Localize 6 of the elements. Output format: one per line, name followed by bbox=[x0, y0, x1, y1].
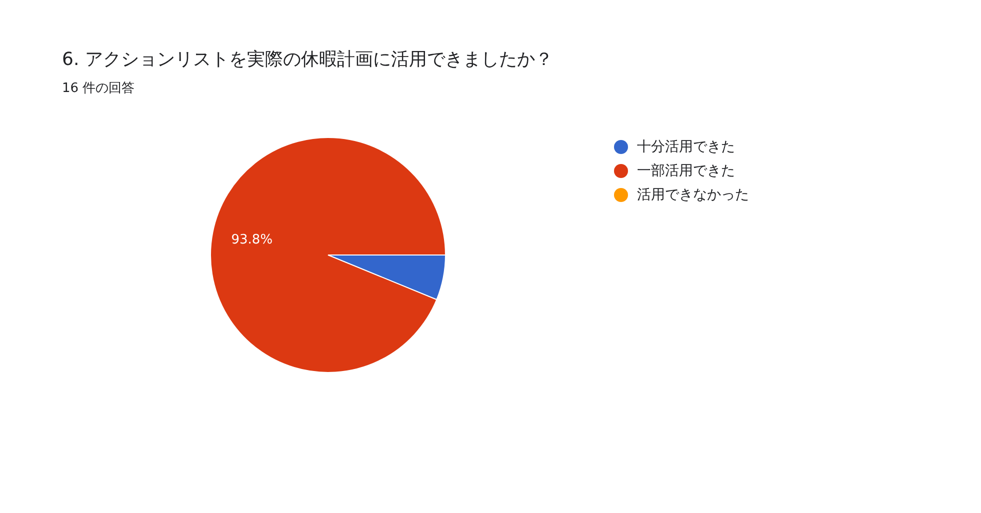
legend-label: 活用できなかった bbox=[637, 186, 749, 204]
chart-title: 6. アクションリストを実際の休暇計画に活用できましたか？ bbox=[62, 48, 553, 71]
legend-label: 一部活用できた bbox=[637, 162, 735, 180]
legend-label: 十分活用できた bbox=[637, 138, 735, 156]
text: 16 件の回答 bbox=[62, 80, 135, 97]
data-label: 93.8% bbox=[231, 232, 273, 248]
